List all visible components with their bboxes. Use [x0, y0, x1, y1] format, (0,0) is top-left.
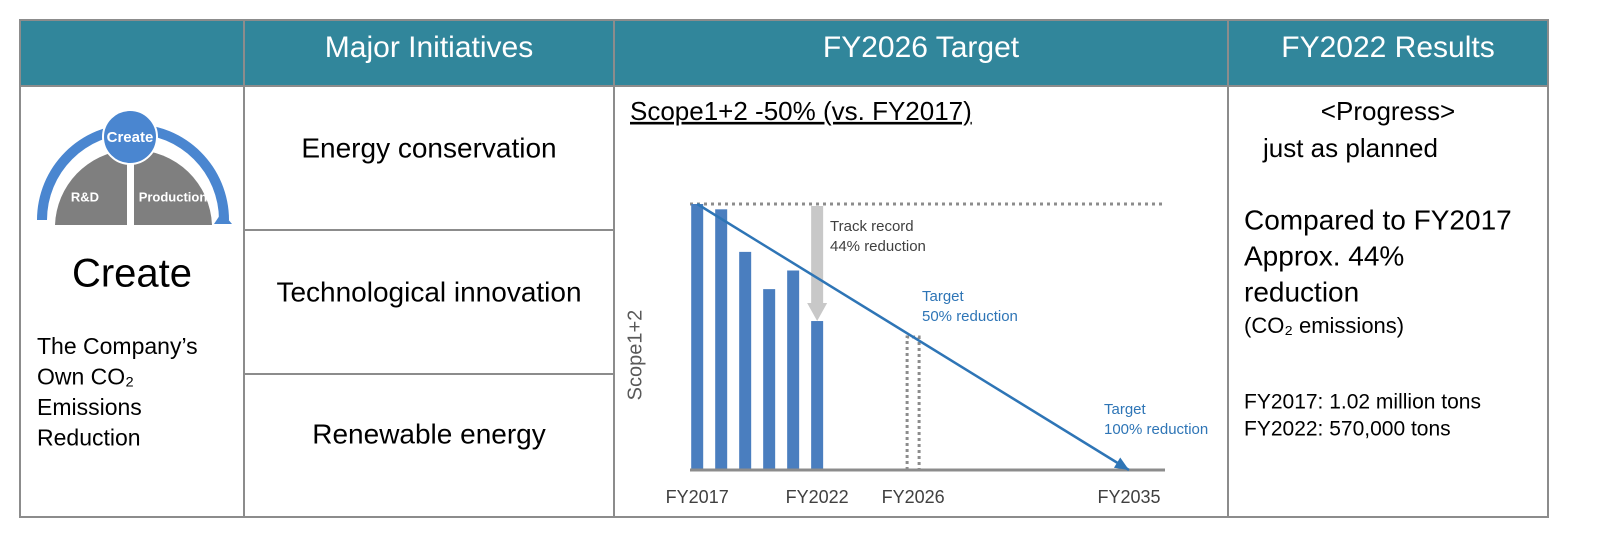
result-text: reduction	[1244, 276, 1359, 307]
result-text: <Progress>	[1321, 96, 1455, 126]
cell-title: Create	[72, 252, 192, 296]
header-cell: FY2026 Target	[823, 31, 1020, 64]
arch-arrow	[214, 212, 232, 224]
cell-text: The Company’s	[37, 333, 198, 359]
annotation: Target	[1104, 401, 1147, 418]
diagram-label: Create	[107, 129, 154, 146]
header-bar	[20, 20, 1548, 86]
initiative: Renewable energy	[312, 418, 546, 449]
annotation: 44% reduction	[830, 238, 926, 255]
annotation: 100% reduction	[1104, 421, 1208, 438]
target-line	[696, 202, 1130, 472]
annotation: Target	[922, 288, 965, 305]
bar	[787, 270, 800, 470]
diagram-label: R&D	[71, 189, 99, 204]
create-circle	[102, 109, 158, 165]
result-text: Approx. 44%	[1244, 240, 1404, 271]
target-heading: Scope1+2 -50% (vs. FY2017)	[630, 96, 972, 126]
x-tick-label: FY2026	[882, 487, 945, 507]
bar	[763, 289, 776, 470]
track-arrow	[807, 206, 828, 322]
arch	[37, 124, 229, 220]
initiative: Technological innovation	[276, 276, 581, 307]
bar	[715, 209, 728, 470]
x-tick-label: FY2017	[666, 487, 729, 507]
result-text: just as planned	[1262, 133, 1438, 163]
result-figure: FY2022: 570,000 tons	[1244, 418, 1451, 441]
table-border	[19, 19, 1549, 518]
milestone-box	[905, 335, 921, 470]
y-axis-label: Scope1+2	[624, 310, 646, 401]
cell-text: Emissions	[37, 394, 142, 420]
x-tick-label: FY2022	[786, 487, 849, 507]
block-right	[134, 149, 212, 225]
header-cell: Major Initiatives	[325, 31, 533, 64]
block-left	[55, 150, 127, 225]
table-grid	[19, 19, 1549, 518]
cell-text: Own CO₂	[37, 364, 134, 390]
result-text: Compared to FY2017	[1244, 204, 1512, 235]
bar	[691, 204, 704, 470]
result-figure: FY2017: 1.02 million tons	[1244, 391, 1481, 414]
cell-text: Reduction	[37, 425, 141, 451]
result-note: (CO₂ emissions)	[1244, 313, 1404, 338]
annotation: Track record	[830, 218, 914, 235]
target-arrowhead	[1113, 457, 1130, 470]
x-tick-label: FY2035	[1097, 487, 1160, 507]
header-cell: FY2022 Results	[1281, 31, 1494, 64]
initiative: Energy conservation	[301, 132, 556, 163]
bar	[739, 251, 752, 470]
bar	[811, 321, 824, 470]
diagram-label: Production	[139, 189, 208, 204]
annotation: 50% reduction	[922, 308, 1018, 325]
